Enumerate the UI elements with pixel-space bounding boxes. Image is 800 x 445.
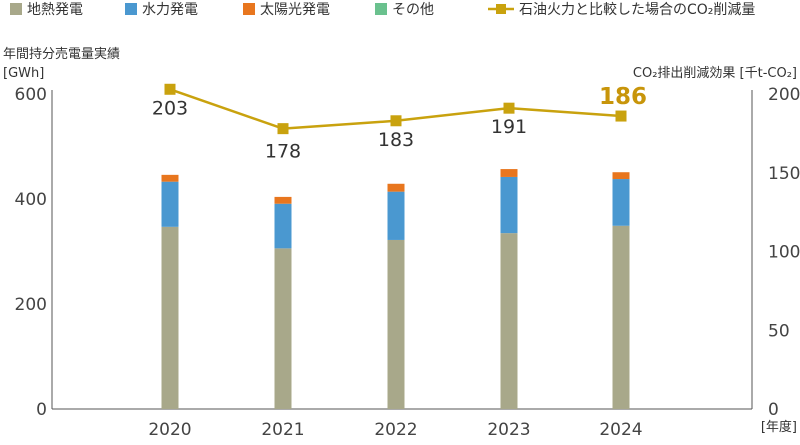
y-left-tick-label: 400 <box>15 190 47 210</box>
legend-swatch <box>243 3 255 15</box>
bar-segment <box>612 179 630 226</box>
co2-data-label: 183 <box>378 129 414 151</box>
y-left-unit: [GWh] <box>3 66 44 81</box>
bar-segment <box>274 196 292 204</box>
y-right-tick-label: 150 <box>768 164 800 184</box>
x-tick-label: 2020 <box>148 420 191 440</box>
x-axis-title: [年度] <box>761 419 797 435</box>
x-tick-label: 2021 <box>261 420 304 440</box>
y-left-tick-label: 0 <box>36 400 47 420</box>
bar-segment <box>612 172 630 180</box>
co2-marker <box>164 83 176 95</box>
y-right-tick-label: 0 <box>768 400 779 420</box>
y-left-title: 年間持分売電量実績 <box>3 46 120 62</box>
bar-segment <box>612 225 630 409</box>
x-tick-label: 2023 <box>487 420 530 440</box>
bar-segment <box>387 183 405 192</box>
co2-marker <box>615 110 627 122</box>
co2-marker <box>277 123 289 135</box>
bar-segment <box>387 239 405 409</box>
x-tick-label: 2024 <box>599 420 642 440</box>
bar-segment <box>161 226 179 409</box>
co2-data-label: 203 <box>152 97 188 119</box>
co2-marker <box>503 102 515 114</box>
bar-segment <box>500 169 518 177</box>
bar-segment <box>387 191 405 240</box>
bar-segment <box>274 203 292 249</box>
y-right-tick-label: 200 <box>768 85 800 105</box>
bar-segment <box>161 174 179 182</box>
legend-label: 水力発電 <box>142 2 198 18</box>
co2-data-label: 178 <box>265 141 301 163</box>
co2-marker <box>390 115 402 127</box>
co2-data-label: 186 <box>599 84 647 110</box>
legend-swatch <box>375 3 387 15</box>
co2-data-label: 191 <box>491 116 527 138</box>
y-left-tick-label: 600 <box>15 85 47 105</box>
y-left-tick-label: 200 <box>15 295 47 315</box>
legend-marker <box>496 4 506 14</box>
x-tick-label: 2022 <box>374 420 417 440</box>
legend-label: 地熱発電 <box>27 2 83 18</box>
legend-label: その他 <box>392 2 434 18</box>
legend-swatch <box>10 3 22 15</box>
legend-label: 石油火力と比較した場合のCO₂削減量 <box>519 1 755 18</box>
y-right-tick-label: 100 <box>768 243 800 263</box>
bar-segment <box>500 233 518 409</box>
bar-segment <box>500 176 518 234</box>
y-right-tick-label: 50 <box>768 321 790 341</box>
legend-swatch <box>125 3 137 15</box>
bar-segment <box>161 181 179 227</box>
bar-segment <box>274 248 292 409</box>
legend-label: 太陽光発電 <box>260 2 330 18</box>
y-right-title: CO₂排出削減効果 [千t-CO₂] <box>633 65 797 81</box>
